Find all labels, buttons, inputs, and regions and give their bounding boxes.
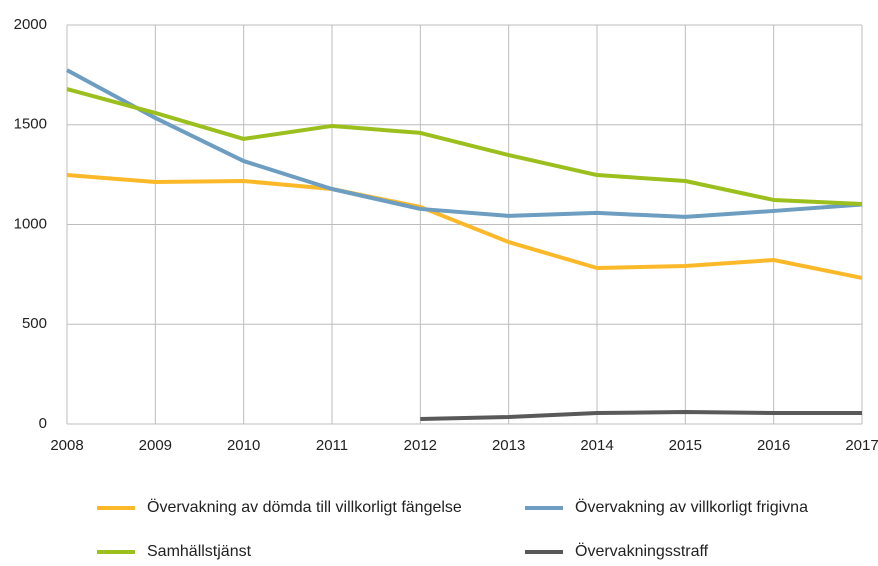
x-tick-label: 2011: [316, 437, 348, 454]
legend-label: Samhällstjänst: [147, 543, 252, 560]
x-tick-label: 2013: [492, 437, 525, 454]
x-tick-label: 2016: [757, 437, 790, 454]
y-tick-label: 0: [39, 415, 47, 432]
x-tick-label: 2015: [669, 437, 702, 454]
series-line: [66, 87, 863, 206]
legend-label: Övervakning av villkorligt frigivna: [575, 498, 808, 516]
y-tick-label: 2000: [14, 16, 47, 33]
legend-label: Övervakning av dömda till villkorligt fä…: [147, 498, 462, 516]
x-tick-label: 2009: [139, 437, 172, 454]
x-tick-label: 2008: [50, 437, 83, 454]
y-tick-label: 1000: [14, 215, 47, 232]
x-tick-label: 2014: [580, 437, 613, 454]
y-tick-label: 1500: [14, 116, 47, 133]
x-tick-label: 2012: [404, 437, 437, 454]
series-line: [420, 410, 862, 422]
y-tick-label: 500: [22, 315, 47, 332]
x-tick-label: 2010: [227, 437, 260, 454]
x-tick-label: 2017: [845, 437, 878, 454]
legend-label: Övervakningsstraff: [575, 542, 709, 560]
series-line: [66, 68, 863, 219]
series-line: [66, 173, 863, 280]
